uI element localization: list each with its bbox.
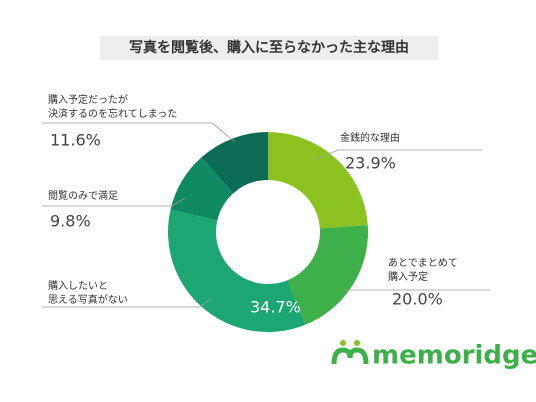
category-label: 金銭的な理由 [340,131,400,144]
donut-slice [201,132,268,194]
leader-line [42,122,236,143]
donut-slice [168,209,306,332]
leader-line [42,297,213,308]
title-band [100,36,438,60]
category-label: 思える写真がない [48,293,128,306]
leader-line [42,197,186,207]
logo: memoridge [331,340,536,371]
category-label: あとでまとめて [388,257,458,269]
donut-slice [268,132,368,229]
logo-dot [354,340,360,346]
value-label: 20.0% [392,290,443,309]
category-label: 購入予定 [388,270,428,283]
logo-icon [331,347,369,365]
category-label: 購入予定だったが [48,93,128,106]
logo-text: memoridge [372,341,536,371]
logo-dot [340,340,346,346]
category-label: 購入したいと [48,279,108,292]
donut-slice [287,225,368,325]
value-label: 34.7% [250,298,301,317]
value-label: 9.8% [50,212,91,231]
category-label: 決済するのを忘れてしまった [48,107,177,120]
donut-slice [170,157,234,221]
value-label: 23.9% [345,154,396,173]
value-label: 11.6% [50,131,101,150]
leader-line [314,149,482,161]
chart-title: 写真を閲覧後、購入に至らなかった主な理由 [129,39,409,56]
category-label: 閲覧のみで満足 [48,190,118,202]
